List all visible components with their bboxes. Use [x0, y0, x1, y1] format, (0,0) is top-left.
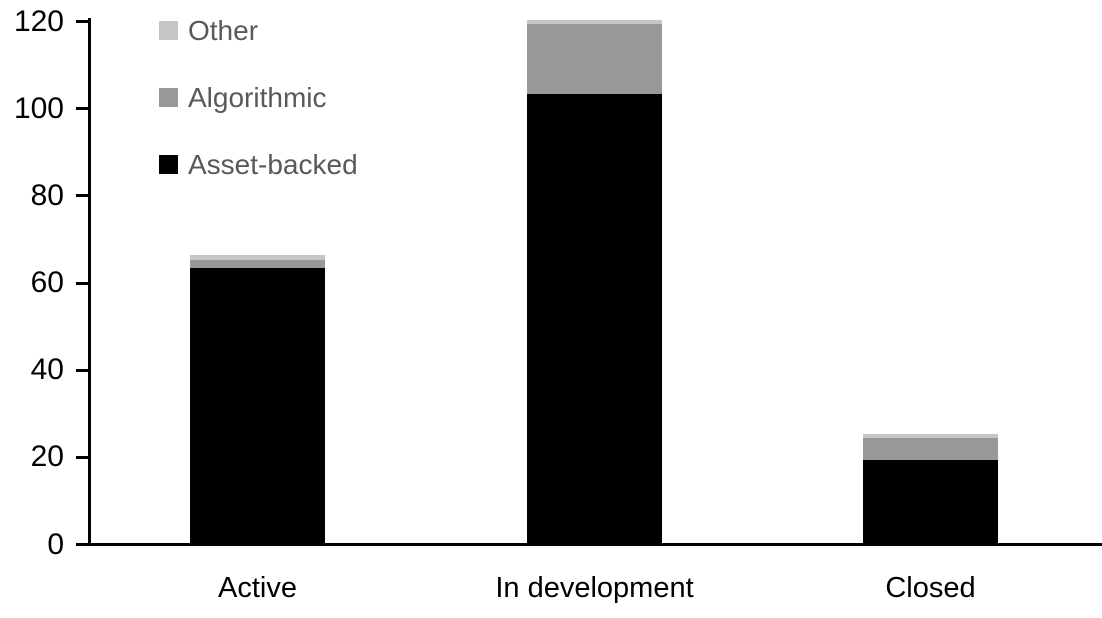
y-tick-label: 100	[13, 91, 64, 125]
y-axis-line	[88, 18, 91, 546]
legend-label: Other	[188, 15, 259, 46]
y-tick-label: 60	[30, 266, 64, 299]
legend-item-algorithmic: Algorithmic	[159, 82, 358, 113]
legend-label: Asset-backed	[188, 149, 358, 180]
y-tick-mark	[76, 20, 89, 23]
segment-other	[863, 434, 998, 439]
segment-algorithmic	[527, 24, 662, 95]
y-tick-mark	[76, 107, 89, 111]
y-tick-label: 80	[30, 178, 64, 212]
segment-algorithmic	[190, 259, 325, 269]
legend-item-asset-backed: Asset-backed	[159, 149, 358, 180]
x-axis-line	[76, 543, 1102, 546]
y-tick-mark	[76, 543, 89, 546]
legend-swatch-icon	[159, 155, 178, 174]
segment-asset-backed	[527, 94, 662, 543]
x-category-label: In development	[495, 572, 694, 604]
legend-label: Algorithmic	[188, 82, 327, 113]
segment-asset-backed	[190, 268, 325, 543]
y-tick-mark	[76, 281, 89, 285]
bar-closed	[863, 434, 998, 543]
y-tick-mark	[76, 368, 89, 372]
y-tick-label: 40	[30, 353, 64, 387]
legend-item-other: Other	[159, 15, 358, 46]
y-tick-label: 120	[13, 4, 64, 38]
bar-in-development	[527, 20, 662, 543]
segment-algorithmic	[863, 438, 998, 461]
segment-asset-backed	[863, 460, 998, 543]
y-tick-label: 0	[47, 527, 64, 561]
x-category-label: Active	[218, 572, 297, 604]
segment-other	[527, 20, 662, 25]
y-tick-mark	[76, 194, 89, 198]
bar-active	[190, 255, 325, 543]
segment-other	[190, 255, 325, 260]
y-tick-mark	[76, 455, 89, 459]
x-category-label: Closed	[885, 572, 976, 604]
legend: Other Algorithmic Asset-backed	[159, 15, 358, 222]
y-tick-label: 20	[30, 440, 64, 474]
legend-swatch-icon	[159, 21, 178, 40]
legend-swatch-icon	[159, 88, 178, 107]
